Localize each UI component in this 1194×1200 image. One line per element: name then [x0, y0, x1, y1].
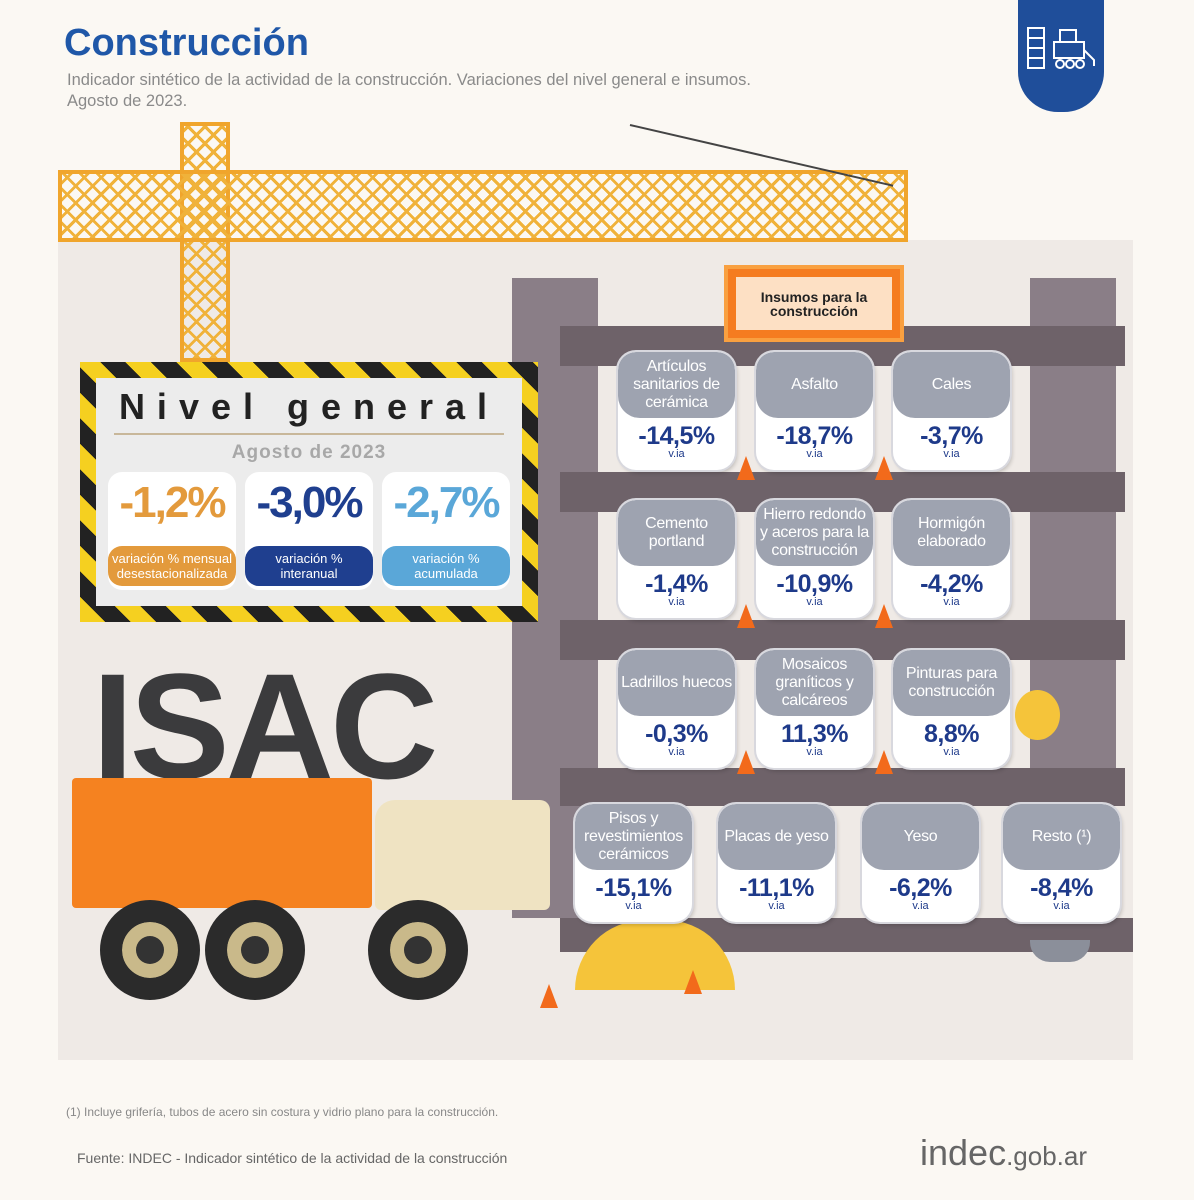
stat-label: variación % mensual desestacionalizada	[108, 546, 236, 586]
insumo-value: -0,3%	[645, 720, 708, 748]
brand-main: indec	[920, 1132, 1007, 1173]
insumo-unit: v.ia	[668, 448, 685, 460]
insumo-name: Resto (¹)	[1003, 804, 1120, 870]
truck-dump-body	[72, 778, 372, 908]
stat-mensual: -1,2% variación % mensual desestacionaliz…	[108, 472, 236, 590]
insumo-card: Cales -3,7% v.ia	[893, 352, 1010, 470]
insumo-unit: v.ia	[806, 746, 823, 758]
insumo-unit: v.ia	[943, 448, 960, 460]
construction-building-bulldozer-icon	[1018, 0, 1104, 112]
insumo-unit: v.ia	[806, 448, 823, 460]
insumo-name: Asfalto	[756, 352, 873, 418]
insumo-value: -18,7%	[776, 422, 853, 450]
insumo-unit: v.ia	[768, 900, 785, 912]
insumo-unit: v.ia	[668, 746, 685, 758]
subtitle: Indicador sintético de la actividad de l…	[67, 70, 827, 112]
traffic-cone-icon	[684, 970, 702, 994]
insumo-card: Resto (¹) -8,4% v.ia	[1003, 804, 1120, 922]
cement-mixer-icon	[1015, 690, 1060, 740]
insumo-unit: v.ia	[943, 596, 960, 608]
insumo-unit: v.ia	[912, 900, 929, 912]
insumo-name: Cemento portland	[618, 500, 735, 566]
insumo-name: Artículos sanitarios de cerámica	[618, 352, 735, 418]
traffic-cone-icon	[737, 604, 755, 628]
insumo-card: Mosaicos graníticos y calcáreos 11,3% v.ia	[756, 650, 873, 768]
insumo-card: Cemento portland -1,4% v.ia	[618, 500, 735, 618]
subtitle-line: Indicador sintético de la actividad de l…	[67, 71, 751, 89]
insumo-name: Hormigón elaborado	[893, 500, 1010, 566]
insumo-value: -11,1%	[739, 874, 814, 902]
insumos-title: Insumos para la construcción	[736, 277, 892, 330]
insumo-card: Yeso -6,2% v.ia	[862, 804, 979, 922]
insumo-card: Hormigón elaborado -4,2% v.ia	[893, 500, 1010, 618]
stat-interanual: -3,0% variación % interanual	[245, 472, 373, 590]
insumo-card: Ladrillos huecos -0,3% v.ia	[618, 650, 735, 768]
insumo-value: -4,2%	[920, 570, 983, 598]
stat-value: -1,2%	[119, 478, 227, 527]
insumo-name: Pinturas para construcción	[893, 650, 1010, 716]
insumo-name: Hierro redondo y aceros para la construc…	[756, 500, 873, 566]
traffic-cone-icon	[737, 456, 755, 480]
insumo-name: Ladrillos huecos	[618, 650, 735, 716]
insumos-sign: Insumos para la construcción	[724, 265, 904, 342]
traffic-cone-icon	[875, 604, 893, 628]
stat-acumulada: -2,7% variación % acumulada	[382, 472, 510, 590]
insumo-card: Asfalto -18,7% v.ia	[756, 352, 873, 470]
divider	[114, 433, 504, 435]
insumo-name: Yeso	[862, 804, 979, 870]
insumo-name: Cales	[893, 352, 1010, 418]
insumo-value: -14,5%	[638, 422, 715, 450]
insumo-card: Pisos y revestimientos cerámicos -15,1% v.…	[575, 804, 692, 922]
wheelbarrow-icon	[1030, 940, 1090, 962]
insumo-card: Placas de yeso -11,1% v.ia	[718, 804, 835, 922]
truck-cab	[375, 800, 550, 910]
nivel-general-date: Agosto de 2023	[231, 442, 387, 463]
insumo-unit: v.ia	[625, 900, 642, 912]
brand-suffix: .gob.ar	[1006, 1141, 1088, 1171]
insumo-value: -10,9%	[776, 570, 853, 598]
insumo-card: Artículos sanitarios de cerámica -14,5% v.…	[618, 352, 735, 470]
insumo-value: 8,8%	[924, 720, 979, 748]
indec-logo: indec.gob.ar	[920, 1132, 1087, 1174]
nivel-general-panel: Nivel general Agosto de 2023 -1,2% variac…	[80, 362, 538, 622]
insumo-value: 11,3%	[780, 720, 849, 748]
insumo-value: -1,4%	[645, 570, 708, 598]
page-title: Construcción	[64, 22, 309, 64]
crane-mast	[180, 122, 230, 362]
insumo-name: Pisos y revestimientos cerámicos	[575, 804, 692, 870]
insumo-unit: v.ia	[668, 596, 685, 608]
traffic-cone-icon	[875, 750, 893, 774]
insumo-value: -8,4%	[1030, 874, 1093, 902]
stat-label: variación % acumulada	[382, 546, 510, 586]
insumo-value: -15,1%	[595, 874, 672, 902]
insumo-value: -6,2%	[889, 874, 952, 902]
nivel-general-title: Nivel general	[118, 386, 500, 427]
footnote: (1) Incluye grifería, tubos de acero sin…	[66, 1105, 499, 1119]
insumo-name: Placas de yeso	[718, 804, 835, 870]
stat-value: -3,0%	[256, 478, 364, 527]
insumo-name: Mosaicos graníticos y calcáreos	[756, 650, 873, 716]
traffic-cone-icon	[875, 456, 893, 480]
truck-wheel	[368, 900, 468, 1000]
insumo-value: -3,7%	[920, 422, 983, 450]
insumo-unit: v.ia	[806, 596, 823, 608]
insumo-unit: v.ia	[943, 746, 960, 758]
source: Fuente: INDEC - Indicador sintético de l…	[77, 1150, 508, 1166]
insumo-unit: v.ia	[1053, 900, 1070, 912]
truck-wheel	[205, 900, 305, 1000]
subtitle-date: Agosto de 2023.	[67, 92, 188, 110]
stat-value: -2,7%	[393, 478, 501, 527]
building-slab	[560, 768, 1125, 806]
traffic-cone-icon	[540, 984, 558, 1008]
insumo-card: Pinturas para construcción 8,8% v.ia	[893, 650, 1010, 768]
traffic-cone-icon	[737, 750, 755, 774]
crane-jib	[58, 170, 908, 242]
stat-label: variación % interanual	[245, 546, 373, 586]
truck-wheel	[100, 900, 200, 1000]
insumo-card: Hierro redondo y aceros para la construc…	[756, 500, 873, 618]
